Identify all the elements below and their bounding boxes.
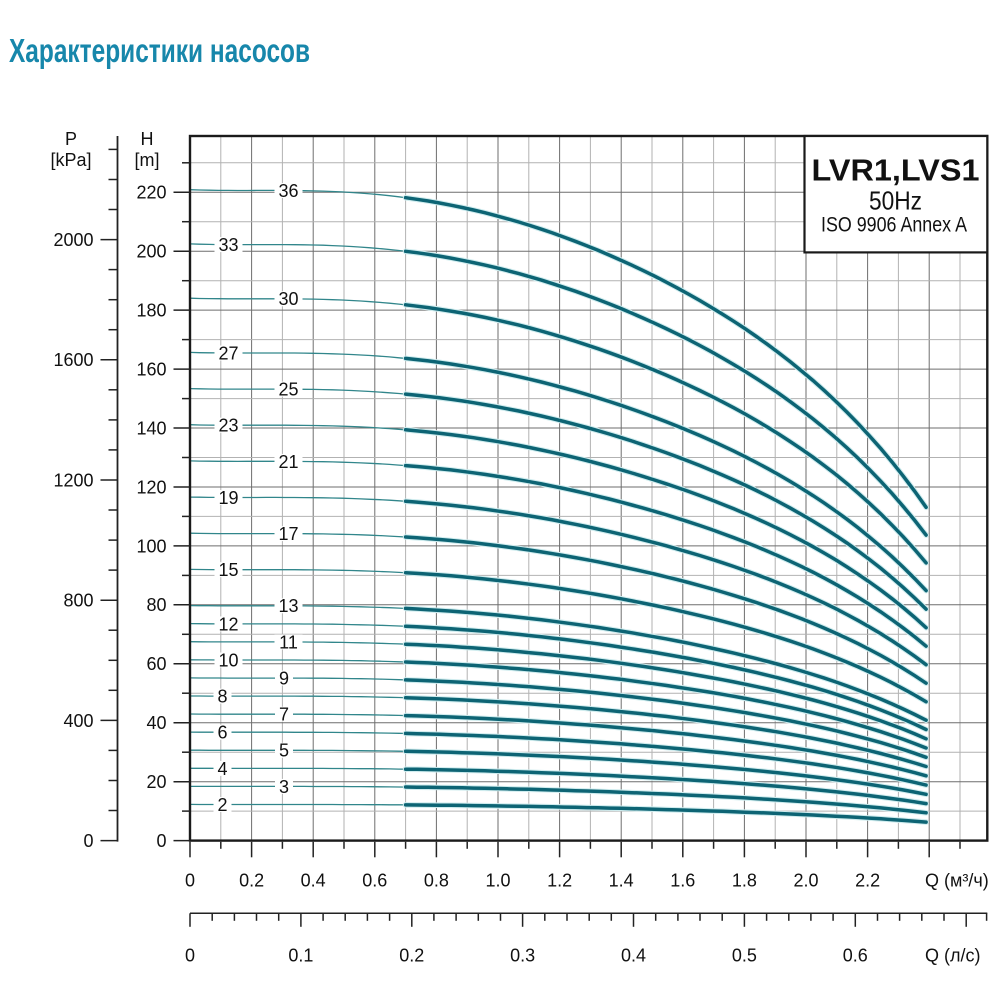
svg-text:5: 5	[279, 741, 289, 761]
svg-text:2.0: 2.0	[793, 871, 818, 891]
svg-text:160: 160	[136, 360, 166, 380]
svg-text:0: 0	[156, 831, 166, 851]
svg-text:[kPa]: [kPa]	[50, 150, 91, 170]
svg-text:8: 8	[217, 687, 227, 707]
svg-text:4: 4	[217, 759, 227, 779]
svg-text:21: 21	[278, 452, 298, 472]
svg-text:2.2: 2.2	[855, 871, 880, 891]
svg-text:100: 100	[136, 536, 166, 556]
svg-text:2: 2	[217, 795, 227, 815]
svg-text:6: 6	[217, 723, 227, 743]
svg-text:1.2: 1.2	[547, 871, 572, 891]
svg-text:0.8: 0.8	[424, 871, 449, 891]
svg-text:19: 19	[218, 488, 238, 508]
svg-text:0.1: 0.1	[288, 946, 313, 966]
svg-text:0.4: 0.4	[621, 946, 646, 966]
svg-text:220: 220	[136, 183, 166, 203]
svg-text:0.2: 0.2	[239, 871, 264, 891]
svg-text:0: 0	[185, 946, 195, 966]
svg-text:23: 23	[218, 416, 238, 436]
svg-text:140: 140	[136, 418, 166, 438]
svg-text:Q (м³/ч): Q (м³/ч)	[925, 871, 989, 891]
svg-text:0.6: 0.6	[843, 946, 868, 966]
svg-text:12: 12	[218, 614, 238, 634]
svg-text:Q (л/с): Q (л/с)	[925, 946, 981, 966]
svg-text:120: 120	[136, 477, 166, 497]
svg-text:0.4: 0.4	[301, 871, 326, 891]
svg-text:Характеристики насосов: Характеристики насосов	[9, 32, 310, 69]
svg-text:2000: 2000	[53, 230, 93, 250]
svg-text:800: 800	[63, 591, 93, 611]
svg-text:30: 30	[278, 289, 298, 309]
svg-text:50Hz: 50Hz	[869, 186, 922, 216]
svg-text:20: 20	[146, 772, 166, 792]
svg-text:[m]: [m]	[135, 150, 160, 170]
svg-text:40: 40	[146, 713, 166, 733]
svg-text:0.3: 0.3	[510, 946, 535, 966]
svg-text:0.6: 0.6	[362, 871, 387, 891]
svg-text:33: 33	[218, 235, 238, 255]
svg-text:1600: 1600	[53, 350, 93, 370]
svg-text:9: 9	[279, 669, 289, 689]
svg-text:0: 0	[185, 871, 195, 891]
svg-text:7: 7	[279, 705, 289, 725]
svg-text:LVR1,LVS1: LVR1,LVS1	[812, 153, 980, 188]
svg-text:H: H	[141, 129, 154, 149]
svg-text:15: 15	[218, 560, 238, 580]
svg-text:0.5: 0.5	[732, 946, 757, 966]
svg-text:1.4: 1.4	[609, 871, 634, 891]
svg-text:1200: 1200	[53, 470, 93, 490]
svg-text:200: 200	[136, 242, 166, 262]
svg-text:1.0: 1.0	[485, 871, 510, 891]
svg-text:17: 17	[278, 524, 298, 544]
svg-text:11: 11	[279, 632, 298, 652]
svg-text:27: 27	[218, 343, 238, 363]
svg-text:36: 36	[278, 181, 298, 201]
svg-text:10: 10	[218, 650, 238, 670]
svg-text:13: 13	[278, 596, 298, 616]
svg-text:0.2: 0.2	[399, 946, 424, 966]
svg-text:80: 80	[146, 595, 166, 615]
svg-text:ISO 9906 Annex A: ISO 9906 Annex A	[821, 214, 967, 237]
svg-text:180: 180	[136, 301, 166, 321]
svg-text:60: 60	[146, 654, 166, 674]
svg-text:1.6: 1.6	[670, 871, 695, 891]
svg-text:3: 3	[279, 777, 289, 797]
svg-text:25: 25	[278, 380, 298, 400]
svg-text:400: 400	[63, 711, 93, 731]
svg-text:P: P	[65, 129, 77, 149]
svg-text:0: 0	[83, 831, 93, 851]
svg-text:1.8: 1.8	[732, 871, 757, 891]
